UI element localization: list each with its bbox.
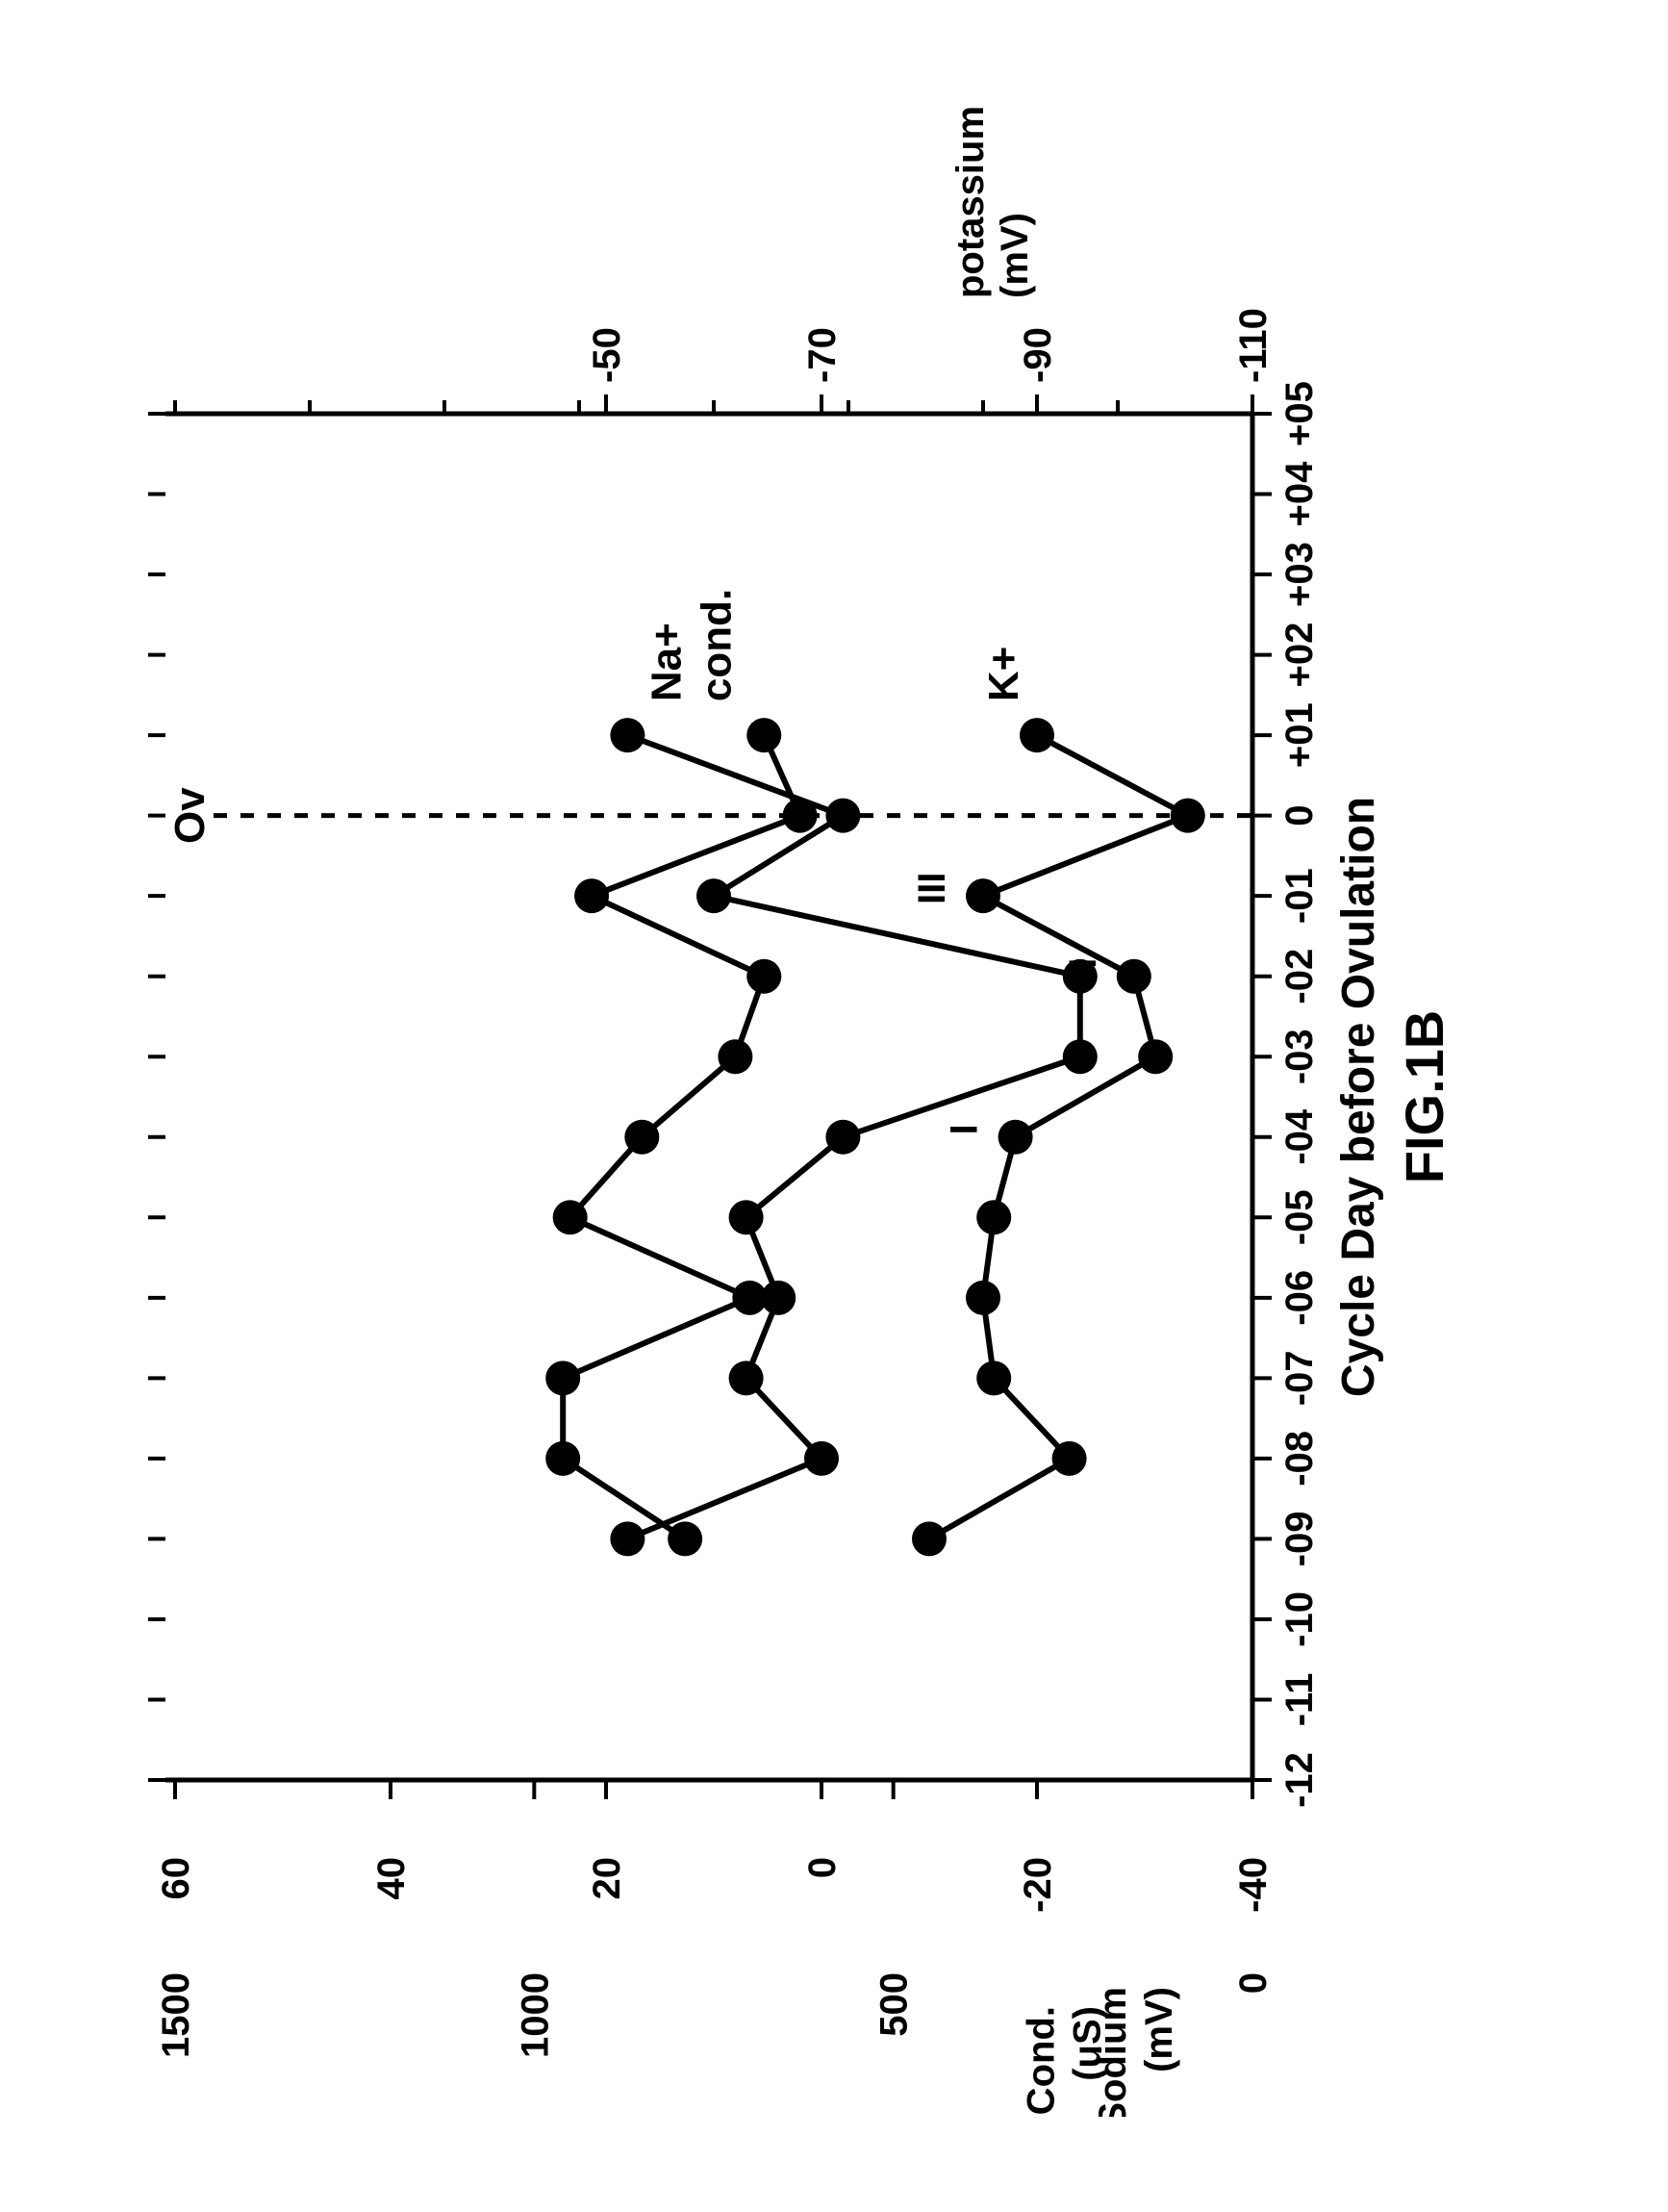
- ylabel-sodium: Sodium: [1092, 1987, 1134, 2117]
- ytick-sodium: -40: [1232, 1857, 1275, 1913]
- xtick-label: +02: [1278, 622, 1321, 687]
- ytick-sodium: 60: [155, 1857, 197, 1900]
- xtick-label: -05: [1278, 1189, 1321, 1245]
- chart-container: -12 -11 -10 -09 -08 -07 -06 -05 -04 -03 -02 -01 0 +01…: [88, 96, 1580, 2117]
- xtick-label: -04: [1278, 1108, 1321, 1165]
- xtick-label: +03: [1278, 542, 1321, 607]
- xtick-label: 0: [1278, 804, 1321, 826]
- xtick-label: -03: [1278, 1029, 1321, 1084]
- ytick-potassium: -110: [1232, 308, 1275, 383]
- roman-marker: III: [911, 872, 953, 903]
- xtick-label: -08: [1278, 1430, 1321, 1486]
- xtick-label: -09: [1278, 1511, 1321, 1566]
- ytick-cond: 1000: [514, 1972, 556, 2058]
- figure-caption: FIG.1B: [1394, 1009, 1454, 1182]
- ytick-cond: 500: [873, 1972, 916, 2037]
- ytick-sodium: -20: [1017, 1857, 1059, 1913]
- ytick-sodium: 40: [370, 1857, 413, 1900]
- xtick-label: +01: [1278, 702, 1321, 768]
- roman-marker: I: [944, 1124, 986, 1134]
- ylabel-potassium-unit: (mV): [994, 213, 1036, 298]
- ytick-potassium: -90: [1017, 327, 1059, 383]
- ytick-sodium: 0: [801, 1857, 844, 1878]
- xtick-label: -07: [1278, 1350, 1321, 1406]
- ytick-potassium: -70: [801, 327, 844, 383]
- ytick-cond: 1500: [155, 1972, 197, 2058]
- ytick-sodium: 20: [586, 1857, 628, 1900]
- roman-marker: II: [1062, 957, 1104, 979]
- xtick-label: -10: [1278, 1591, 1321, 1647]
- series-k-label: K+: [980, 646, 1027, 700]
- xtick-label: -06: [1278, 1269, 1321, 1325]
- xtick-label: +04: [1278, 460, 1321, 526]
- xtick-label: -12: [1278, 1752, 1321, 1808]
- x-axis-label: Cycle Day before Ovulation: [1333, 796, 1384, 1396]
- ytick-potassium: -50: [586, 327, 628, 383]
- ylabel-potassium: potassium: [949, 105, 992, 297]
- xtick-label: +05: [1278, 381, 1321, 446]
- ylabel-cond: Cond.: [1020, 2006, 1062, 2115]
- page: -12 -11 -10 -09 -08 -07 -06 -05 -04 -03 -02 -01 0 +01…: [0, 0, 1668, 2212]
- ylabel-sodium-unit: (mV): [1138, 1987, 1180, 2072]
- xtick-label: -11: [1278, 1672, 1321, 1726]
- xtick-label: -01: [1278, 868, 1321, 924]
- series-cond-label: cond.: [693, 588, 740, 700]
- ytick-cond: 0: [1232, 1972, 1275, 1994]
- chart-svg: -12 -11 -10 -09 -08 -07 -06 -05 -04 -03 -02 -01 0 +01…: [88, 96, 1580, 2117]
- ov-label: Ov: [166, 786, 214, 843]
- series-na-label: Na+: [643, 623, 690, 701]
- xtick-label: -02: [1278, 948, 1321, 1004]
